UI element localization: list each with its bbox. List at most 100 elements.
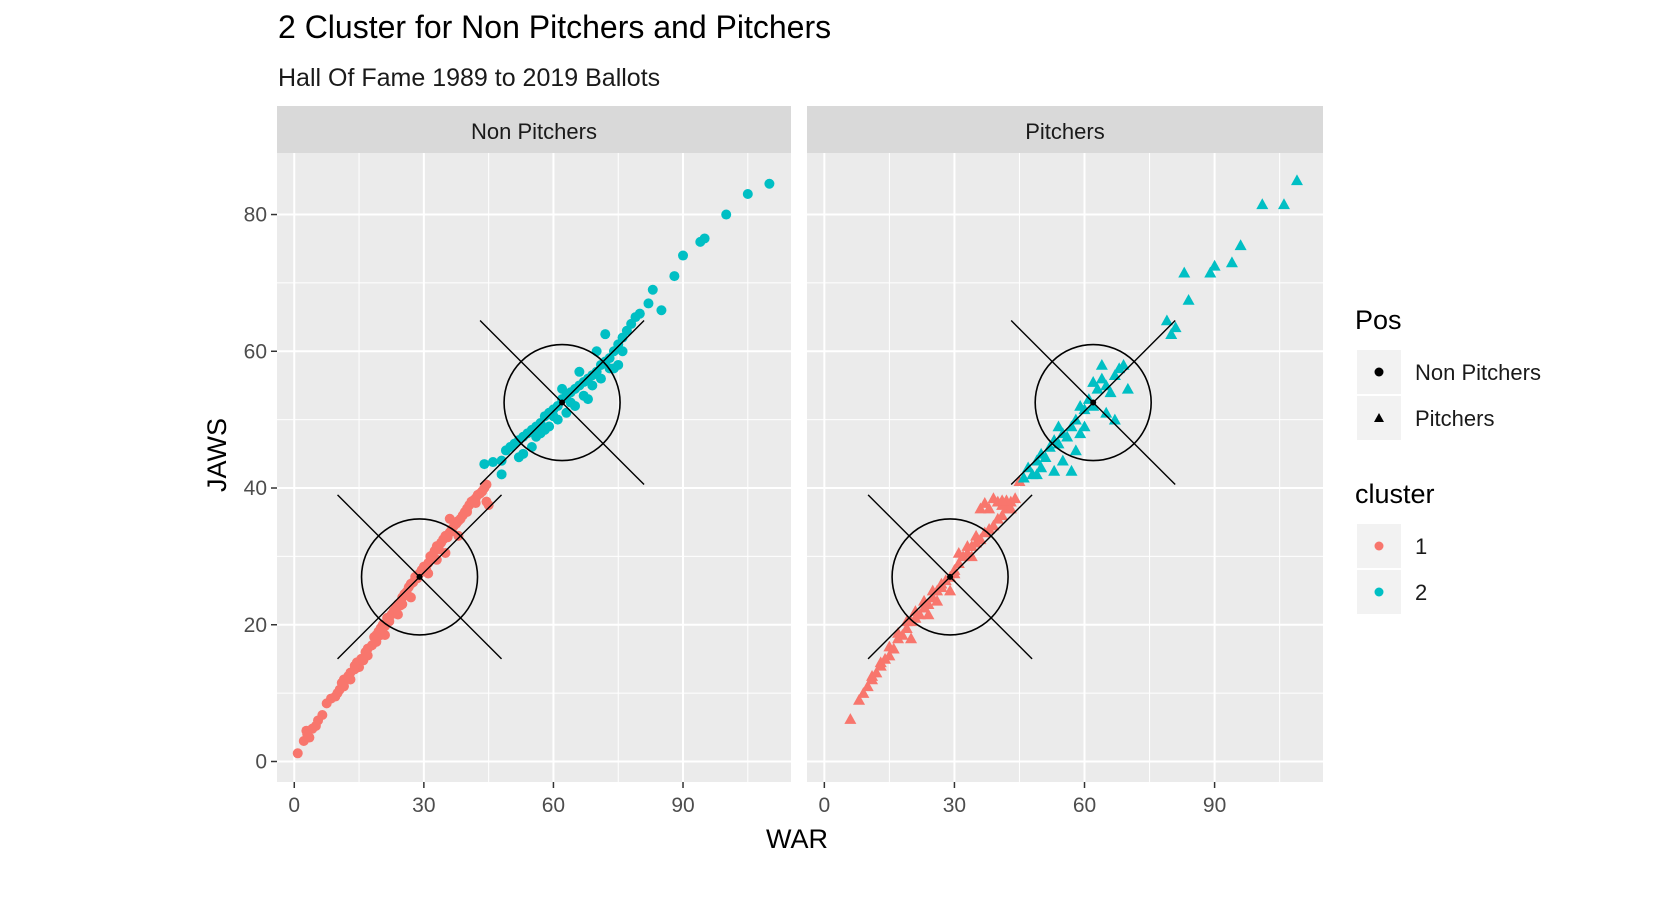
y-axis-title: JAWS <box>202 418 232 492</box>
legend-title: cluster <box>1355 479 1435 509</box>
legend-title: Pos <box>1355 305 1402 335</box>
data-point-cluster-2 <box>1100 406 1113 418</box>
cluster-center-circle <box>1034 343 1152 462</box>
data-point-cluster-1 <box>970 529 983 541</box>
data-point-cluster-1 <box>996 494 1009 506</box>
data-point-cluster-2 <box>1065 464 1078 476</box>
data-point-cluster-2 <box>678 250 689 261</box>
data-point-cluster-1 <box>397 599 408 610</box>
facet-strip <box>277 106 791 153</box>
data-point-cluster-1 <box>926 584 939 596</box>
chart-subtitle: Hall Of Fame 1989 to 2019 Ballots <box>278 64 660 92</box>
cluster-center-circle <box>503 343 621 462</box>
x-tick-label: 90 <box>671 794 694 817</box>
data-point-cluster-2 <box>1121 382 1134 394</box>
data-point-cluster-1 <box>321 698 332 709</box>
x-axis-non-pitchers: 0 30 60 90 <box>288 782 695 817</box>
data-point-cluster-2 <box>1165 328 1178 339</box>
data-point-cluster-2 <box>721 209 732 220</box>
data-point-cluster-1 <box>844 713 857 724</box>
data-point-cluster-2 <box>1078 420 1091 432</box>
data-point-cluster-1 <box>302 729 313 740</box>
data-point-cluster-2 <box>1065 420 1078 432</box>
data-point-cluster-1 <box>952 546 965 558</box>
data-point-cluster-1 <box>349 660 360 671</box>
data-point-cluster-1 <box>857 687 870 698</box>
data-point-cluster-1 <box>453 530 464 541</box>
panel-background <box>277 153 791 782</box>
data-point-cluster-2 <box>1204 266 1217 278</box>
data-point-cluster-2 <box>1078 403 1091 415</box>
data-point-cluster-1 <box>481 479 492 490</box>
data-point-cluster-2 <box>1208 259 1221 271</box>
data-point-cluster-1 <box>900 622 913 633</box>
x-tick-label: 90 <box>1203 794 1226 817</box>
data-point-cluster-1 <box>292 748 303 759</box>
data-point-cluster-2 <box>479 459 490 470</box>
data-point-cluster-2 <box>1030 468 1043 480</box>
data-point-cluster-2 <box>561 407 572 418</box>
data-point-cluster-2 <box>1074 427 1087 439</box>
data-point-cluster-2 <box>587 380 598 391</box>
data-point-cluster-2 <box>557 383 568 394</box>
facet-panel-non-pitchers: Non Pitchers <box>277 106 791 782</box>
x-axis-pitchers: 0 30 60 90 <box>819 782 1226 817</box>
x-tick-label: 0 <box>819 794 831 817</box>
data-point-cluster-1 <box>983 502 996 514</box>
legend-item-label: 1 <box>1415 534 1427 559</box>
data-point-cluster-1 <box>405 592 416 603</box>
data-point-cluster-2 <box>1104 386 1117 398</box>
data-point-cluster-1 <box>1009 492 1022 504</box>
data-point-cluster-2 <box>591 346 602 357</box>
data-point-cluster-2 <box>487 457 498 468</box>
data-point-cluster-2 <box>531 431 542 442</box>
data-point-cluster-1 <box>918 594 931 606</box>
legend-item-label: Pitchers <box>1415 406 1494 431</box>
data-point-cluster-2 <box>1277 198 1290 210</box>
data-point-cluster-2 <box>1017 471 1030 483</box>
data-point-cluster-2 <box>526 441 537 452</box>
data-point-cluster-2 <box>1087 376 1100 387</box>
x-tick-label: 30 <box>412 794 435 817</box>
data-point-cluster-2 <box>1095 372 1108 384</box>
data-point-cluster-2 <box>1169 321 1182 333</box>
data-point-cluster-1 <box>909 605 922 616</box>
data-point-cluster-2 <box>643 298 654 309</box>
x-axis-title: WAR <box>766 824 828 854</box>
y-tick-label: 0 <box>255 750 267 773</box>
data-point-cluster-1 <box>996 509 1009 521</box>
data-point-cluster-2 <box>1178 266 1191 278</box>
legend: Pos Non Pitchers Pitchers cluster 1 2 <box>1355 305 1541 614</box>
facet-strip-label: Non Pitchers <box>471 119 597 144</box>
data-point-cluster-2 <box>1095 358 1108 370</box>
data-point-cluster-2 <box>582 394 593 405</box>
data-point-cluster-1 <box>423 568 434 579</box>
cluster-center-circle <box>360 518 479 636</box>
data-point-cluster-1 <box>922 608 935 620</box>
data-point-cluster-1 <box>974 502 987 514</box>
legend-key-circle <box>1374 587 1384 597</box>
data-point-cluster-1 <box>375 623 386 634</box>
data-point-cluster-1 <box>961 540 974 551</box>
data-point-cluster-2 <box>742 189 753 200</box>
data-point-cluster-1 <box>883 640 896 652</box>
data-point-cluster-2 <box>1100 379 1113 391</box>
facet-strip-label: Pitchers <box>1025 119 1104 144</box>
chart-title: 2 Cluster for Non Pitchers and Pitchers <box>278 9 831 45</box>
data-point-cluster-1 <box>310 720 321 731</box>
data-point-cluster-2 <box>669 271 680 282</box>
data-point-cluster-2 <box>764 178 775 189</box>
data-point-cluster-2 <box>548 411 559 422</box>
data-point-cluster-1 <box>362 650 373 661</box>
legend-item-label: 2 <box>1415 580 1427 605</box>
facet-strip <box>807 106 1323 153</box>
data-point-cluster-1 <box>462 506 473 517</box>
cluster-center-circle <box>891 518 1009 636</box>
data-point-cluster-1 <box>892 626 905 638</box>
data-point-cluster-2 <box>1061 430 1074 442</box>
data-point-cluster-2 <box>1256 198 1269 210</box>
data-point-cluster-2 <box>539 424 550 435</box>
cluster-center-point <box>1090 399 1097 406</box>
panel-background <box>807 153 1323 782</box>
